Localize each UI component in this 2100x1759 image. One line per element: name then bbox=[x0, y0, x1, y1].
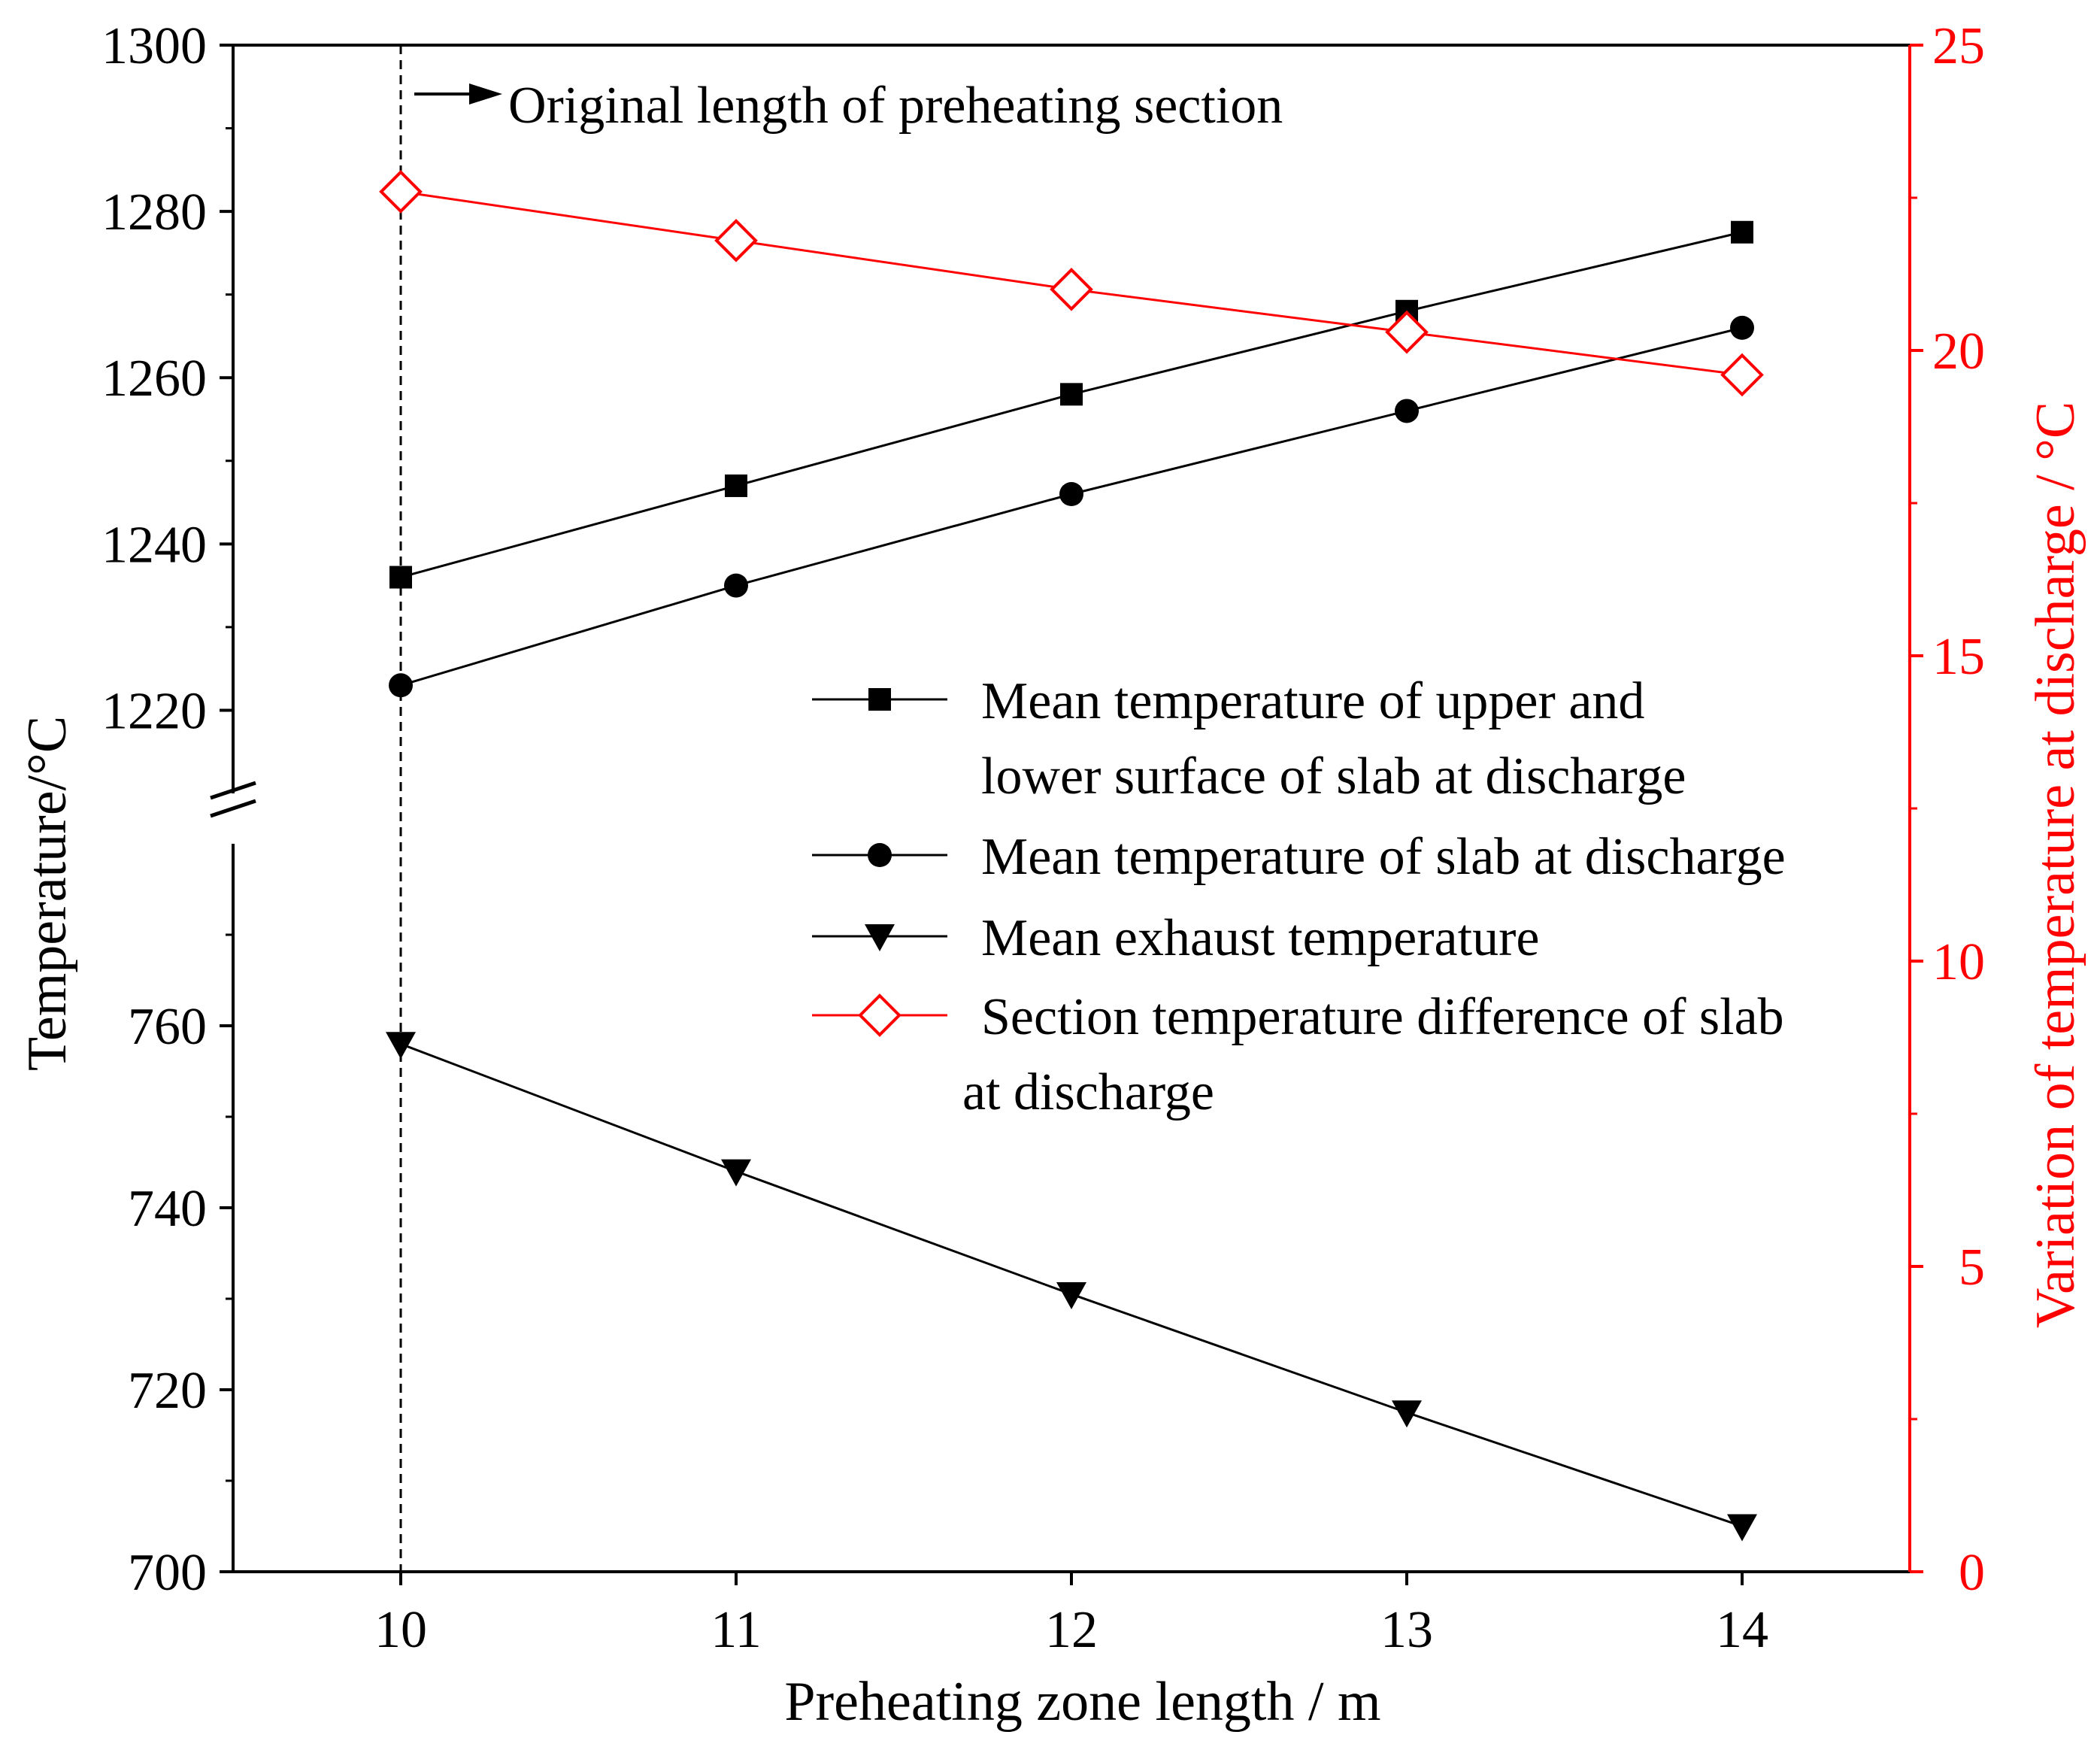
legend-label: Mean exhaust temperature bbox=[981, 909, 1539, 967]
legend-label: Section temperature difference of slab bbox=[981, 988, 1784, 1046]
y-tick-label: 700 bbox=[128, 1544, 207, 1602]
axis-break-mark bbox=[210, 799, 256, 818]
series-3 bbox=[379, 170, 1764, 397]
y-tick-label: 760 bbox=[128, 998, 207, 1056]
series-layer bbox=[379, 170, 1764, 1542]
y2-tick-label: 20 bbox=[1932, 323, 1985, 381]
axis-break-mark bbox=[210, 781, 256, 800]
circle-marker bbox=[1730, 315, 1754, 340]
y-tick-label: 1260 bbox=[102, 350, 207, 408]
triangle-marker bbox=[386, 1032, 416, 1060]
square-marker bbox=[868, 688, 891, 711]
circle-marker bbox=[724, 573, 748, 598]
legend-item-3: Section temperature difference of slab at… bbox=[812, 988, 1784, 1121]
y2-tick-label: 0 bbox=[1959, 1544, 1985, 1602]
circle-marker bbox=[389, 673, 413, 698]
triangle-marker bbox=[1727, 1514, 1757, 1542]
diamond-marker bbox=[379, 170, 423, 214]
square-marker bbox=[725, 474, 747, 497]
y2-tick-label: 5 bbox=[1959, 1239, 1985, 1297]
y-tick-label: 740 bbox=[128, 1180, 207, 1238]
y2-tick-label: 25 bbox=[1932, 17, 1985, 75]
circle-marker bbox=[1059, 482, 1083, 506]
square-marker bbox=[389, 566, 412, 589]
x-tick-label: 12 bbox=[1045, 1601, 1098, 1659]
y-tick-label: 720 bbox=[128, 1362, 207, 1420]
circle-marker bbox=[1395, 399, 1419, 423]
triangle-marker bbox=[721, 1159, 751, 1187]
diamond-marker bbox=[1385, 310, 1429, 354]
legend-label: Mean temperature of upper and bbox=[981, 672, 1644, 730]
y2-tick-label: 15 bbox=[1932, 628, 1985, 686]
legend: Mean temperature of upper and lower surfa… bbox=[812, 672, 1786, 1121]
diamond-marker bbox=[858, 993, 902, 1037]
y-axis-title: Temperature/°C bbox=[17, 716, 78, 1071]
y-tick-label: 1240 bbox=[102, 516, 207, 574]
annotation-arrow-head bbox=[469, 83, 502, 105]
annotation-text: Original length of preheating section bbox=[508, 77, 1283, 135]
x-tick-label: 14 bbox=[1716, 1601, 1768, 1659]
circle-marker bbox=[868, 843, 892, 867]
diamond-marker bbox=[1050, 267, 1093, 311]
legend-item-1: Mean temperature of slab at discharge bbox=[812, 828, 1786, 886]
series-1 bbox=[389, 315, 1754, 698]
legend-label: Mean temperature of slab at discharge bbox=[981, 828, 1786, 886]
legend-label: at discharge bbox=[962, 1063, 1214, 1121]
x-tick-label: 13 bbox=[1380, 1601, 1433, 1659]
y2-axis-title: Variation of temperature at discharge / … bbox=[2025, 402, 2086, 1328]
square-marker bbox=[1060, 383, 1083, 406]
x-tick-label: 11 bbox=[711, 1601, 761, 1659]
square-marker bbox=[1731, 220, 1753, 244]
y-tick-label: 1300 bbox=[102, 17, 207, 75]
triangle-marker bbox=[1056, 1281, 1086, 1309]
triangle-marker bbox=[1392, 1400, 1422, 1428]
y2-tick-label: 10 bbox=[1932, 933, 1985, 991]
series-line bbox=[400, 326, 1743, 687]
x-tick-label: 10 bbox=[374, 1601, 427, 1659]
series-2 bbox=[386, 1032, 1757, 1542]
legend-item-0: Mean temperature of upper and lower surfa… bbox=[812, 672, 1686, 805]
diamond-marker bbox=[714, 219, 758, 262]
x-axis-title: Preheating zone length / m bbox=[784, 1671, 1380, 1733]
axes-layer: 10 11 12 13 14 1300 1280 1260 1240 1220 760 740 720 7… bbox=[102, 17, 1985, 1659]
triangle-marker bbox=[865, 924, 895, 951]
legend-item-2: Mean exhaust temperature bbox=[812, 909, 1539, 967]
y-tick-label: 1220 bbox=[102, 682, 207, 740]
legend-label: lower surface of slab at discharge bbox=[981, 748, 1686, 805]
y-tick-label: 1280 bbox=[102, 183, 207, 241]
diamond-marker bbox=[1720, 353, 1764, 397]
